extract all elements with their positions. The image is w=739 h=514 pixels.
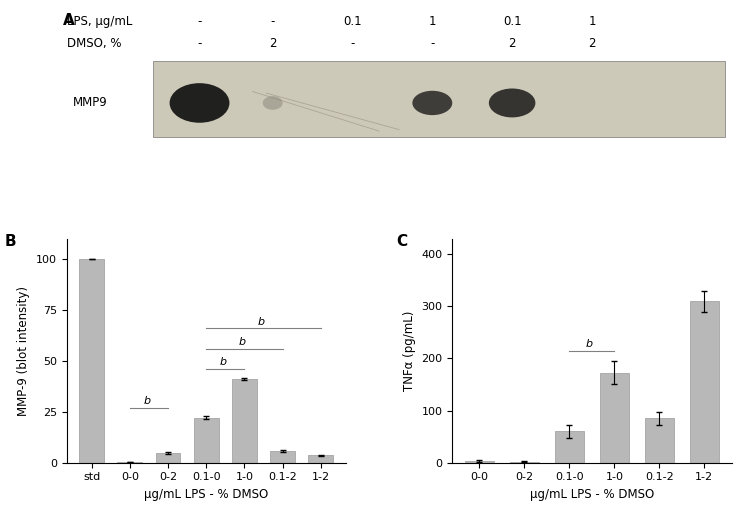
Text: 0.1: 0.1	[503, 15, 522, 28]
Text: b: b	[220, 357, 227, 368]
Bar	[465, 461, 494, 463]
Ellipse shape	[170, 83, 230, 123]
Text: b: b	[258, 317, 265, 327]
Text: -: -	[270, 15, 275, 28]
Ellipse shape	[489, 88, 536, 117]
Text: MMP9: MMP9	[73, 97, 108, 109]
Y-axis label: MMP-9 (blot intensity): MMP-9 (blot intensity)	[17, 286, 30, 416]
X-axis label: μg/mL LPS - % DMSO: μg/mL LPS - % DMSO	[144, 488, 268, 501]
Text: 1: 1	[588, 15, 596, 28]
Ellipse shape	[263, 96, 283, 110]
Text: -: -	[350, 37, 355, 50]
Text: -: -	[197, 37, 202, 50]
Text: C: C	[396, 234, 407, 249]
Text: 2: 2	[588, 37, 596, 50]
Text: 1: 1	[429, 15, 436, 28]
Text: 2: 2	[508, 37, 516, 50]
Bar	[156, 453, 180, 463]
Text: 0.1: 0.1	[343, 15, 362, 28]
X-axis label: μg/mL LPS - % DMSO: μg/mL LPS - % DMSO	[530, 488, 654, 501]
Bar	[194, 418, 219, 463]
Bar	[153, 61, 725, 137]
Bar	[510, 462, 539, 463]
Bar	[308, 455, 333, 463]
Bar	[644, 418, 674, 463]
Text: b: b	[143, 396, 151, 406]
Text: B: B	[5, 234, 17, 249]
Text: LPS, μg/mL: LPS, μg/mL	[67, 15, 132, 28]
Text: -: -	[430, 37, 435, 50]
Bar	[79, 259, 104, 463]
Ellipse shape	[412, 91, 452, 115]
Bar	[270, 451, 295, 463]
Text: -: -	[197, 15, 202, 28]
Bar	[232, 379, 257, 463]
Y-axis label: TNFα (pg/mL): TNFα (pg/mL)	[403, 310, 416, 391]
Text: DMSO, %: DMSO, %	[67, 37, 121, 50]
Bar	[118, 462, 142, 463]
Bar	[555, 431, 584, 463]
Text: b: b	[239, 337, 246, 347]
Text: 2: 2	[269, 37, 276, 50]
Bar	[689, 301, 719, 463]
Bar	[600, 373, 629, 463]
Text: b: b	[586, 339, 593, 349]
Text: A: A	[63, 13, 75, 28]
